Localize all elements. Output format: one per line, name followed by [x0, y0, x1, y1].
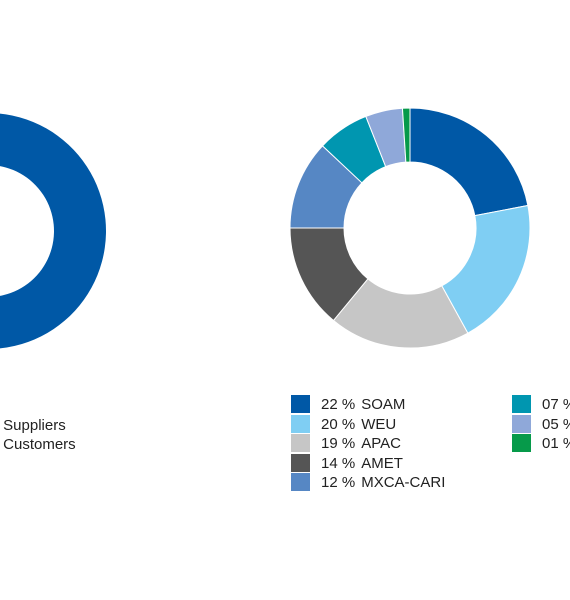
- legend-pct-soam: 22 %: [321, 396, 356, 413]
- legend-pct-07: 07 %: [542, 396, 570, 413]
- legend-pct-01: 01 %: [542, 435, 570, 452]
- legend-label-mxca-cari: MXCA-CARI: [361, 474, 446, 491]
- legend-swatch-soam: [291, 395, 310, 413]
- legend-pct-apac: 19 %: [321, 435, 356, 452]
- legend-swatch-07: [512, 395, 531, 413]
- legend-pct-weu: 20 %: [321, 415, 356, 433]
- legend-label-amet: AMET: [361, 454, 403, 472]
- legend-swatch-apac: [291, 434, 310, 452]
- legend-swatch-weu: [291, 414, 310, 433]
- right-donut-slice-01-: [401, 107, 411, 163]
- left-chart-legend: - Suppliers - Customers: [0, 416, 76, 454]
- legend-label-soam: SOAM: [361, 396, 406, 413]
- legend-pct-mxca-cari: 12 %: [321, 474, 356, 491]
- legend-label-weu: WEU: [361, 415, 397, 433]
- left-donut-slice-suppliers: [0, 113, 106, 349]
- legend-pct-05: 05 %: [542, 415, 570, 433]
- legend-swatch-05: [512, 414, 531, 433]
- legend-swatch-01: [512, 434, 531, 452]
- legend-swatch-mxca-cari: [291, 473, 310, 491]
- right-donut-slice-soam: [409, 107, 529, 217]
- legend-label-apac: APAC: [361, 435, 401, 452]
- legend-pct-amet: 14 %: [321, 454, 356, 472]
- legend-item-suppliers: - Suppliers: [0, 417, 66, 434]
- legend-swatch-amet: [291, 453, 310, 472]
- legend-item-customers: - Customers: [0, 436, 76, 453]
